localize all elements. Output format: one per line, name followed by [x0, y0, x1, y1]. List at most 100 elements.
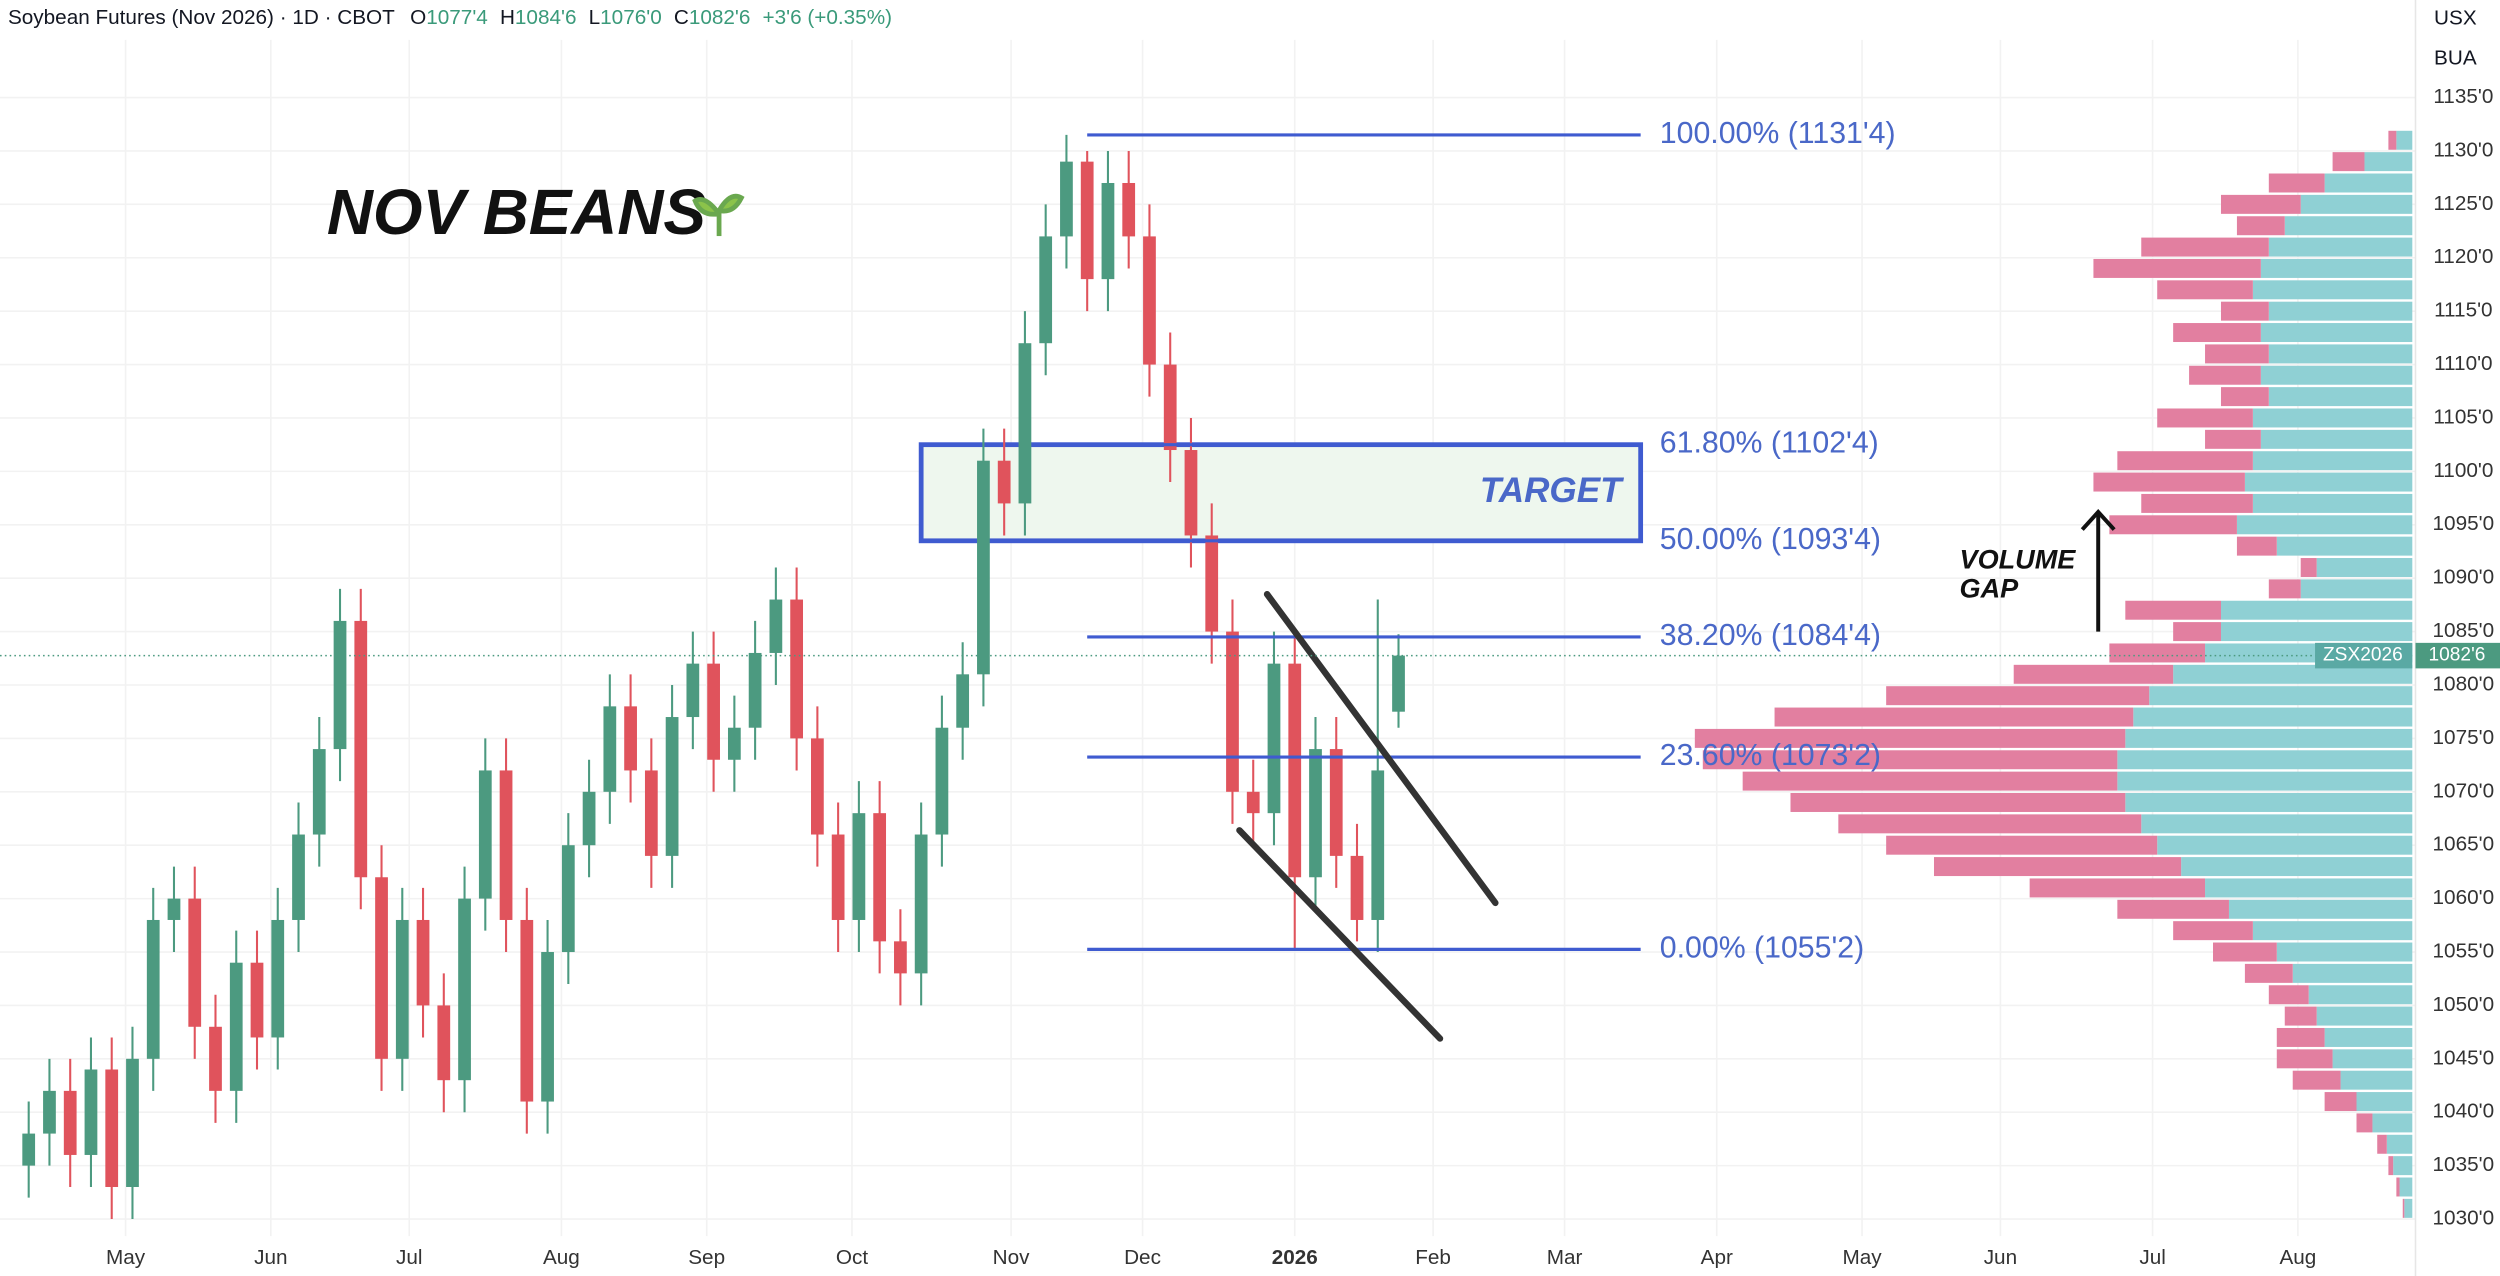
change: +3'6 (+0.35%) [763, 7, 892, 30]
volume-up [2276, 942, 2413, 962]
candle-body [603, 706, 617, 792]
volume-gap-label: GAP [1960, 572, 2020, 603]
candle-body [375, 877, 388, 1059]
c-label: C [674, 7, 689, 30]
candle-body [811, 738, 824, 835]
volume-down [2205, 429, 2261, 449]
trendline [1263, 591, 1499, 907]
y-tick-label: 1125'0 [2433, 192, 2493, 215]
x-tick-label: Jul [2139, 1246, 2165, 1269]
currency: USX [2434, 7, 2477, 30]
y-tick-label: 1100'0 [2433, 459, 2493, 482]
candle-body [478, 770, 492, 899]
volume-down [1702, 750, 2118, 770]
candle-body [395, 919, 409, 1059]
candle-body [1350, 855, 1364, 920]
y-tick-label: 1085'0 [2433, 619, 2495, 642]
volume-up [2292, 963, 2413, 983]
fib-label: 50.00% (1093'4) [1660, 523, 1881, 556]
volume-up [2220, 622, 2413, 642]
volume-down [1774, 707, 2134, 727]
volume-up [2260, 429, 2413, 449]
candle-body [686, 663, 700, 718]
volume-down [2236, 536, 2277, 556]
volume-up [2386, 1134, 2413, 1154]
candle-body [894, 941, 907, 974]
volume-down [2332, 152, 2365, 172]
volume-up [2173, 664, 2413, 684]
low: 1076'0 [600, 7, 662, 30]
volume-down [1790, 792, 2126, 812]
price-box [2415, 642, 2500, 669]
y-tick-label: 1105'0 [2433, 405, 2493, 428]
candle-body [437, 1005, 451, 1081]
volume-down [2173, 921, 2253, 941]
header: Soybean Futures (Nov 2026) · 1D · CBOT O… [8, 7, 892, 30]
candle-body [1143, 236, 1156, 365]
volume-down [2157, 280, 2253, 300]
x-tick-label: Sep [688, 1246, 725, 1269]
x-tick-label: Mar [1547, 1246, 1583, 1269]
sprout-icon [692, 193, 745, 237]
x-tick-label: Aug [2279, 1246, 2316, 1269]
candle-body [1205, 535, 1219, 632]
volume-up [2276, 536, 2413, 556]
candle-body [1288, 663, 1302, 878]
volume-down [2268, 173, 2325, 193]
candle-body [1184, 450, 1198, 536]
volume-up [2260, 365, 2413, 385]
volume-up [2181, 857, 2413, 877]
volume-down [2220, 194, 2301, 214]
candle-body [541, 952, 554, 1102]
volume-up [2157, 835, 2413, 855]
volume-down [1933, 857, 2182, 877]
volume-down [2141, 493, 2253, 513]
candle-body [126, 1058, 139, 1187]
candle-body [956, 674, 970, 728]
fib-label: 0.00% (1055'2) [1660, 931, 1864, 964]
high: 1084'6 [515, 7, 577, 30]
volume-up [2260, 323, 2413, 343]
volume-up [2117, 750, 2413, 770]
candle-body [1018, 343, 1032, 504]
volume-down [2284, 1006, 2317, 1026]
volume-up [2125, 792, 2413, 812]
volume-up [2284, 216, 2413, 236]
candle-body [831, 834, 845, 920]
volume-up [2300, 194, 2413, 214]
symbol: Soybean Futures (Nov 2026) · 1D · CBOT [8, 7, 395, 30]
volume-up [2205, 878, 2413, 898]
fib-label: 61.80% (1102'4) [1660, 427, 1879, 460]
volume-down [1742, 771, 2118, 791]
fib-label: 38.20% (1084'4) [1660, 619, 1881, 652]
volume-up [2149, 686, 2413, 706]
candle-body [63, 1090, 77, 1155]
y-tick-label: 1075'0 [2433, 726, 2495, 749]
volume-down [2173, 323, 2261, 343]
candle-body [1163, 364, 1177, 451]
candle-body [43, 1090, 56, 1134]
candle-body [914, 834, 928, 974]
volume-down [2213, 942, 2277, 962]
volume-down [2117, 451, 2253, 471]
ticker-box [2315, 642, 2413, 669]
volume-up [2268, 237, 2413, 257]
y-tick-label: 1135'0 [2433, 85, 2493, 108]
volume-profile [1694, 130, 2413, 1218]
candle-body [1060, 161, 1073, 237]
candle-body [624, 706, 637, 771]
candle-body [707, 663, 720, 760]
volume-up [2364, 152, 2413, 172]
candle-body [84, 1069, 98, 1155]
candle-body [997, 460, 1011, 504]
volume-down [2141, 237, 2269, 257]
candle-body [146, 919, 160, 1059]
volume-up [2117, 771, 2413, 791]
y-tick-label: 1065'0 [2433, 833, 2495, 856]
candle-body [1392, 655, 1405, 712]
volume-up [2252, 280, 2413, 300]
volume-down [2117, 899, 2229, 919]
y-tick-label: 1030'0 [2433, 1207, 2495, 1230]
volume-up [2236, 515, 2413, 535]
